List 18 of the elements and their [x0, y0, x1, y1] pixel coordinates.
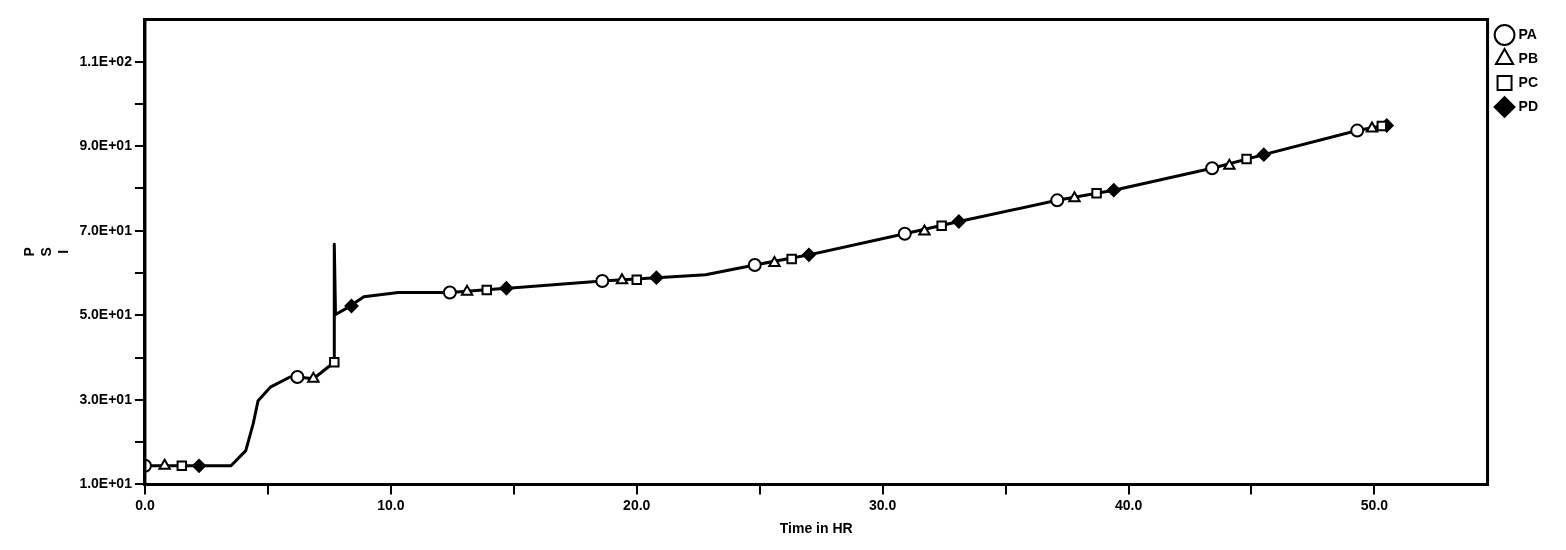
x-tick-label: 0.0 [135, 496, 155, 513]
x-tick-label: 20.0 [623, 496, 651, 513]
y-tick-label: 5.0E+01 [79, 306, 133, 323]
y-axis-title: PSI [21, 247, 71, 257]
y-tick-label: 1.0E+01 [79, 475, 133, 492]
x-tick-label: 50.0 [1360, 496, 1389, 513]
y-tick-label: 9.0E+01 [79, 137, 133, 154]
legend-label: PA [1518, 25, 1537, 42]
legend-label: PC [1518, 73, 1538, 90]
legend-label: PD [1518, 97, 1538, 114]
y-tick-label: 1.1E+02 [79, 52, 133, 69]
x-tick-label: 40.0 [1114, 496, 1143, 513]
x-tick-label: 30.0 [869, 496, 897, 513]
x-axis-title: Time in HR [779, 520, 853, 537]
x-tick-label: 10.0 [377, 496, 405, 513]
y-tick-label: 3.0E+01 [79, 390, 133, 407]
y-tick-label: 7.0E+01 [79, 221, 133, 238]
legend-label: PB [1518, 49, 1538, 66]
